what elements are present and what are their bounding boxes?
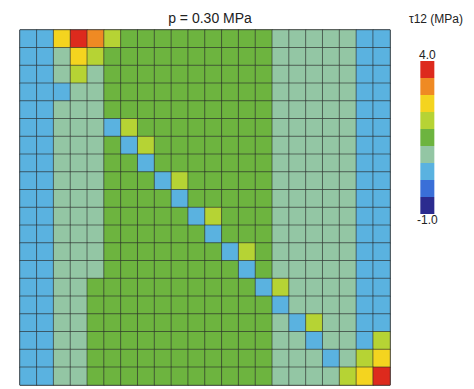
- svg-text:4.0: 4.0: [419, 48, 436, 62]
- svg-text:τ12 (MPa): τ12 (MPa): [409, 12, 463, 26]
- svg-text:p = 0.30 MPa: p = 0.30 MPa: [168, 10, 252, 26]
- svg-text:-1.0: -1.0: [417, 213, 438, 227]
